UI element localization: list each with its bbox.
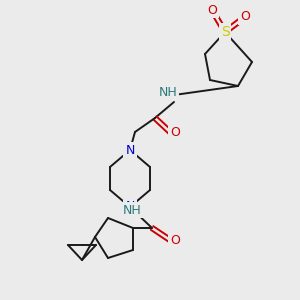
Text: O: O [207,4,217,16]
Text: O: O [170,125,180,139]
Text: O: O [170,233,180,247]
Text: O: O [240,11,250,23]
Text: N: N [125,143,135,157]
Text: N: N [125,200,135,214]
Text: S: S [220,25,230,39]
Text: NH: NH [123,203,141,217]
Text: NH: NH [159,85,177,98]
